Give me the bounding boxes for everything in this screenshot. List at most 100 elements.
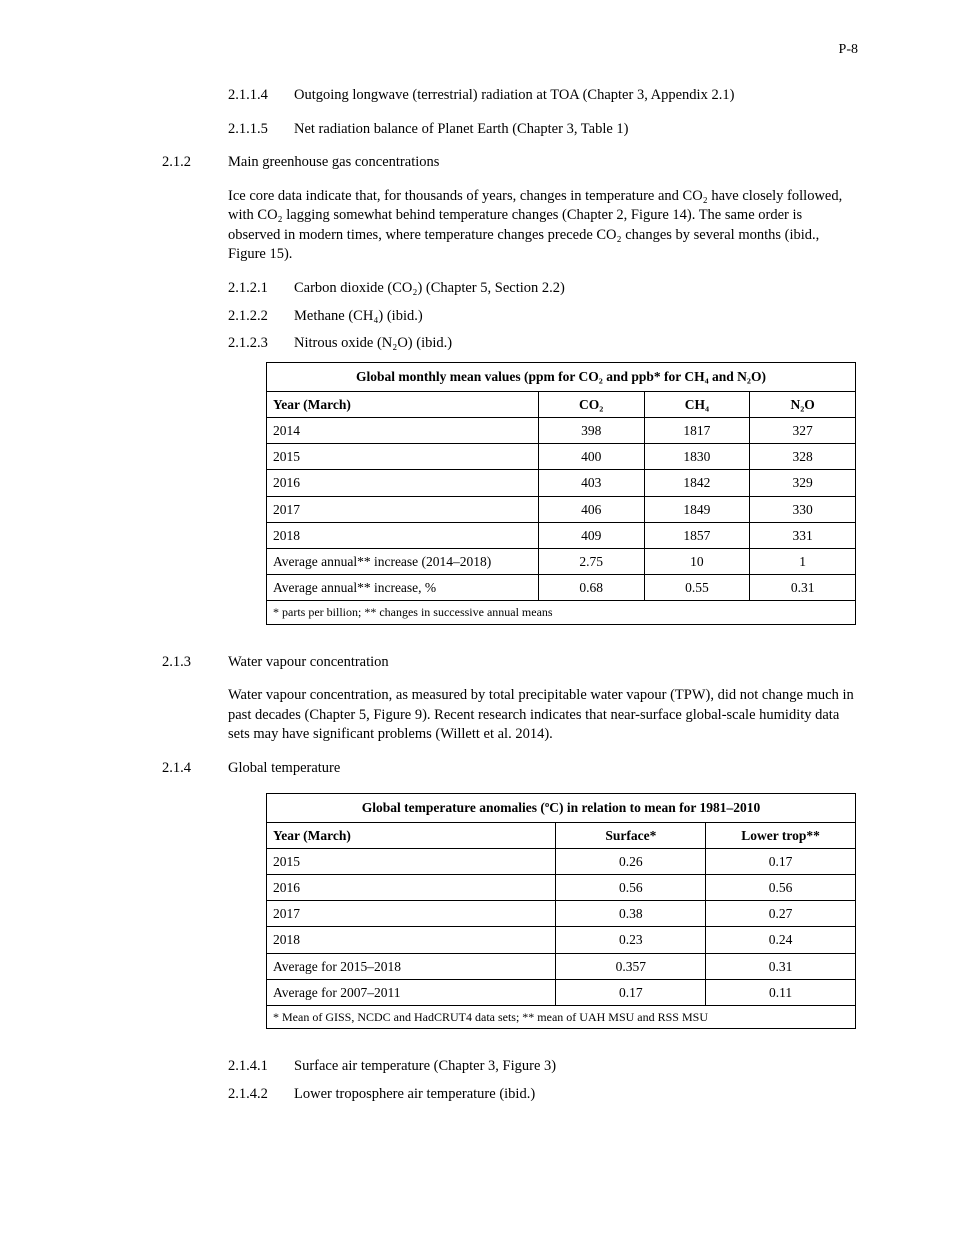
table-cell: 2018 [267,522,539,548]
table-cell: 400 [538,444,644,470]
table-cell: 0.26 [556,848,706,874]
table-ghg: Global monthly mean values (ppm for CO₂ … [266,362,858,625]
col-header: Year (March) [267,822,556,848]
paragraph: Ice core data indicate that, for thousan… [96,187,858,265]
closing-list: 2.1.4.1 Surface air temperature (Chapter… [96,1057,858,1104]
section-text: Main greenhouse gas concentrations [228,153,858,173]
table-cell: 1857 [644,522,750,548]
table-row: 20143981817327 [267,418,856,444]
table-cell: 406 [538,496,644,522]
table-cell: 0.31 [750,575,856,601]
table-cell: 0.24 [706,927,856,953]
table-cell: 328 [750,444,856,470]
table-row: 20160.560.56 [267,875,856,901]
sub-section-list: 2.1.2.1 Carbon dioxide (CO₂) (Chapter 5,… [96,279,858,354]
table-header-row: Year (March) Surface* Lower trop** [267,822,856,848]
sub-text: Carbon dioxide (CO₂) (Chapter 5, Section… [294,279,858,299]
table-cell: 0.23 [556,927,706,953]
table-cell: Average annual** increase (2014–2018) [267,548,539,574]
sub-number: 2.1.2.2 [228,307,294,327]
table-cell: 403 [538,470,644,496]
table-body: 2014398181732720154001830328201640318423… [267,418,856,601]
table-cell: 2017 [267,496,539,522]
section-number: 2.1.1.5 [228,120,294,140]
table-cell: 398 [538,418,644,444]
section-number: 2.1.1.4 [228,86,294,106]
table-cell: 0.55 [644,575,750,601]
sub-text: Methane (CH₄) (ibid.) [294,307,858,327]
table-row: 20154001830328 [267,444,856,470]
col-header: CH₄ [644,391,750,417]
table-cell: 1830 [644,444,750,470]
table-cell: 0.357 [556,953,706,979]
section-text: Global temperature [228,759,858,779]
table: Global temperature anomalies (ºC) in rel… [266,793,856,1030]
table-row: Average for 2007–20110.170.11 [267,979,856,1005]
section-number: 2.1.4 [162,759,228,779]
table-title: Global monthly mean values (ppm for CO₂ … [267,362,856,391]
table-cell: 1842 [644,470,750,496]
col-header: Lower trop** [706,822,856,848]
section-text: Water vapour concentration [228,653,858,673]
table-cell: 2015 [267,444,539,470]
table-cell: Average for 2015–2018 [267,953,556,979]
table-cell: 329 [750,470,856,496]
table-row: 20150.260.17 [267,848,856,874]
table-row: Average annual** increase (2014–2018)2.7… [267,548,856,574]
table-cell: 1 [750,548,856,574]
table-cell: 0.27 [706,901,856,927]
sub-text: Lower troposphere air temperature (ibid.… [294,1085,858,1105]
table-row: 20184091857331 [267,522,856,548]
table-cell: 2014 [267,418,539,444]
table-cell: 0.31 [706,953,856,979]
table-row: 20174061849330 [267,496,856,522]
sub-number: 2.1.2.1 [228,279,294,299]
table-footnote: * parts per billion; ** changes in succe… [267,601,856,624]
sub-item: 2.1.2.2 Methane (CH₄) (ibid.) [96,307,858,327]
sub-number: 2.1.4.2 [228,1085,294,1105]
table-cell: 1849 [644,496,750,522]
section-item: 2.1.1.4 Outgoing longwave (terrestrial) … [96,86,858,106]
table-temperature: Global temperature anomalies (ºC) in rel… [266,793,858,1030]
col-header: Year (March) [267,391,539,417]
table-cell: 1817 [644,418,750,444]
table-footnote: * Mean of GISS, NCDC and HadCRUT4 data s… [267,1006,856,1029]
col-header: CO₂ [538,391,644,417]
section-list: 2.1.1.4 Outgoing longwave (terrestrial) … [96,86,858,173]
table-cell: 327 [750,418,856,444]
paragraph: Water vapour concentration, as measured … [96,686,858,745]
col-header: Surface* [556,822,706,848]
table-header-row: Year (March) CO₂ CH₄ N₂O [267,391,856,417]
table-row: Average annual** increase, %0.680.550.31 [267,575,856,601]
table-cell: 2016 [267,875,556,901]
table-cell: 0.11 [706,979,856,1005]
section-item: 2.1.3 Water vapour concentration [96,653,858,673]
table-cell: Average annual** increase, % [267,575,539,601]
section-item: 2.1.4 Global temperature [96,759,858,779]
table-title-row: Global temperature anomalies (ºC) in rel… [267,793,856,822]
table-cell: 409 [538,522,644,548]
table-row: 20170.380.27 [267,901,856,927]
table: Global monthly mean values (ppm for CO₂ … [266,362,856,625]
sub-text: Nitrous oxide (N₂O) (ibid.) [294,334,858,354]
sub-text: Surface air temperature (Chapter 3, Figu… [294,1057,858,1077]
table-row: 20180.230.24 [267,927,856,953]
table-cell: 0.56 [706,875,856,901]
table-cell: 0.17 [706,848,856,874]
table-cell: 10 [644,548,750,574]
table-title-row: Global monthly mean values (ppm for CO₂ … [267,362,856,391]
table-cell: 2017 [267,901,556,927]
table-cell: Average for 2007–2011 [267,979,556,1005]
table-cell: 331 [750,522,856,548]
table-body: 20150.260.1720160.560.5620170.380.272018… [267,848,856,1005]
table-cell: 0.38 [556,901,706,927]
table-cell: 0.56 [556,875,706,901]
section-number: 2.1.2 [162,153,228,173]
col-header: N₂O [750,391,856,417]
section-number: 2.1.3 [162,653,228,673]
table-cell: 2018 [267,927,556,953]
table-cell: 2016 [267,470,539,496]
section-text: Net radiation balance of Planet Earth (C… [294,120,858,140]
table-cell: 2015 [267,848,556,874]
section-text: Outgoing longwave (terrestrial) radiatio… [294,86,858,106]
